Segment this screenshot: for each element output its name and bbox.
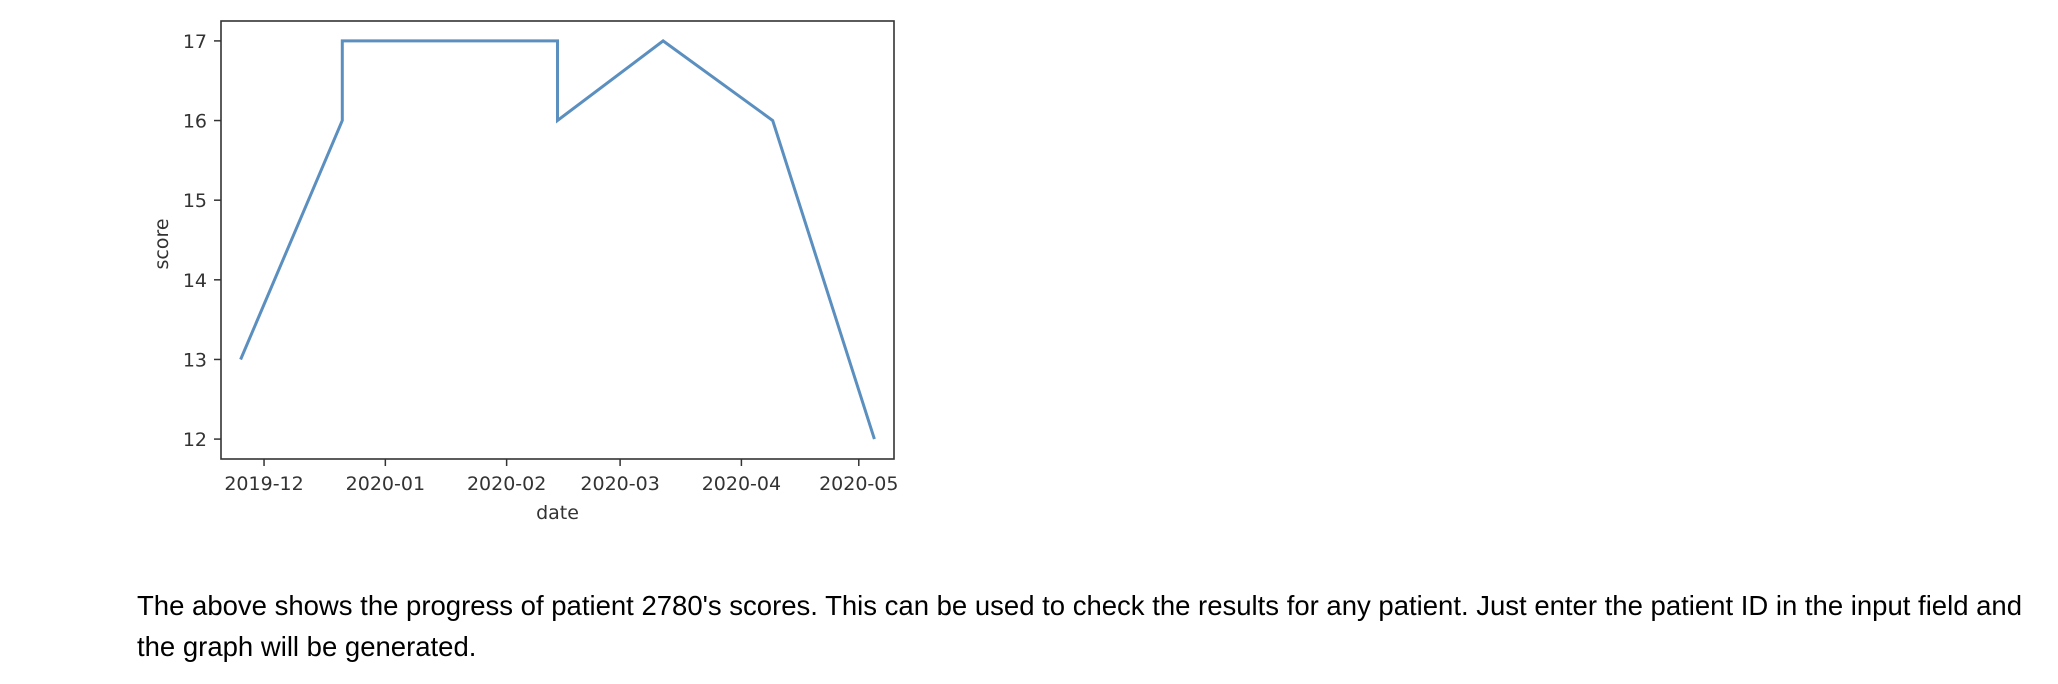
score-line-chart: 12 13 14 15 16 17 2019-12 2020-01 2020-02 2020-0… (151, 20, 898, 524)
x-tick-label: 2019-12 (224, 473, 303, 495)
x-tick-label: 2020-02 (467, 473, 546, 495)
x-tick-label: 2020-05 (819, 473, 898, 495)
y-tick-label: 14 (183, 270, 207, 292)
x-tick-label: 2020-03 (580, 473, 659, 495)
x-axis-label: date (536, 502, 579, 524)
y-axis-ticks: 12 13 14 15 16 17 (183, 31, 221, 451)
y-tick-label: 15 (183, 190, 207, 212)
y-tick-label: 17 (183, 31, 207, 53)
y-tick-label: 16 (183, 111, 207, 133)
y-axis-label: score (151, 218, 173, 269)
series-layer (239, 39, 876, 440)
y-tick-label: 13 (183, 349, 207, 371)
x-tick-label: 2020-04 (702, 473, 781, 495)
x-axis-ticks: 2019-12 2020-01 2020-02 2020-03 2020-04 2020-… (224, 459, 898, 495)
score-series-line (239, 39, 876, 440)
y-tick-label: 12 (183, 429, 207, 451)
chart-caption: The above shows the progress of patient … (137, 590, 2023, 662)
x-tick-label: 2020-01 (346, 473, 425, 495)
